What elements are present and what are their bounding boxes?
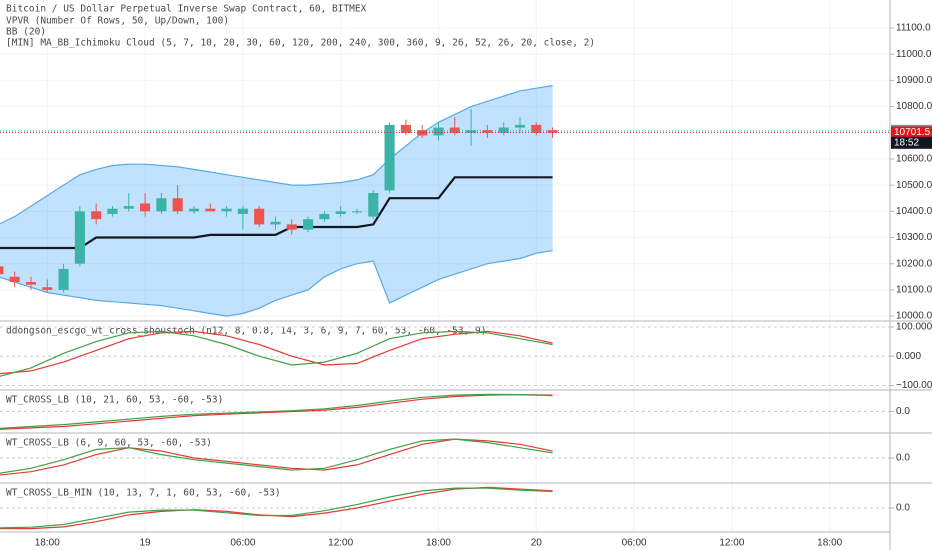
candle-body [237, 208, 248, 214]
indicator-line [0, 393, 553, 429]
candle-body [74, 211, 85, 264]
indicator-label: [MIN] MA_BB_Ichimoku Cloud (5, 7, 10, 20… [6, 38, 595, 49]
candle-body [91, 211, 102, 220]
pane-title: WT_CROSS_LB (6, 9, 60, 53, -60, -53) [6, 438, 212, 449]
y-tick-label: 0.0 [896, 503, 910, 514]
candle-body [254, 208, 265, 225]
x-tick-label: 06:00 [230, 538, 255, 549]
pane-title: WT_CROSS_LB_MIN (10, 13, 7, 1, 60, 53, -… [6, 488, 281, 499]
candle-body [123, 206, 134, 209]
candle-body [482, 130, 493, 133]
pane-title: WT_CROSS_LB (10, 21, 60, 53, -60, -53) [6, 395, 223, 406]
candle-body [270, 221, 281, 225]
y-tick-label: 10500.0 [896, 180, 932, 191]
candle-body [466, 130, 477, 133]
candle-body [514, 124, 526, 128]
candle-body [384, 124, 395, 191]
y-tick-label: 10300.0 [896, 232, 932, 243]
price-label: 10701.5 [894, 127, 931, 138]
y-tick-label: 100.000 [896, 322, 932, 333]
y-tick-label: 10400.0 [896, 206, 932, 217]
candle-body [188, 208, 200, 212]
y-tick-label: 11100.0 [896, 23, 931, 34]
indicator-line [0, 487, 553, 529]
countdown-box [891, 136, 932, 149]
candle-body [25, 282, 37, 285]
indicator-line [0, 330, 553, 377]
candle-body [205, 208, 216, 212]
countdown: 18:52 [894, 137, 919, 148]
y-tick-label: 0.000 [896, 351, 921, 362]
indicator-line [0, 393, 553, 430]
candle-body [286, 224, 297, 230]
candle-body [351, 211, 363, 213]
y-tick-label: 0.0 [896, 406, 910, 417]
indicator-line [0, 330, 553, 375]
indicator-line [0, 438, 553, 474]
x-tick-label: 20 [531, 538, 543, 549]
candle-body [221, 208, 232, 212]
candle-body [368, 192, 379, 217]
candle-body [0, 266, 4, 275]
y-tick-label: 10100.0 [896, 285, 932, 296]
candle-body [172, 198, 183, 212]
indicator-label: VPVR (Number Of Rows, 50, Up/Down, 100) [6, 16, 229, 27]
candle-body [107, 208, 118, 214]
candle-body [531, 124, 542, 133]
x-tick-label: 18:00 [35, 538, 60, 549]
candle-body [156, 198, 167, 212]
candle-body [449, 127, 460, 133]
candle-body [400, 124, 411, 133]
candle-body [58, 268, 69, 290]
x-tick-label: 19 [140, 538, 152, 549]
candle-body [417, 130, 428, 136]
candle-body [498, 127, 509, 133]
indicator-line [0, 250, 553, 317]
y-tick-label: 10600.0 [896, 154, 932, 165]
x-tick-label: 06:00 [622, 538, 647, 549]
candle-body [303, 219, 314, 230]
y-tick-label: 10200.0 [896, 258, 932, 269]
pane-title: ddongson_escgo_wt_cross_shoustoch (n12, … [6, 326, 486, 337]
symbol-title: Bitcoin / US Dollar Perpetual Inverse Sw… [6, 4, 367, 15]
candle-body [547, 130, 558, 133]
x-tick-label: 12:00 [719, 538, 744, 549]
band-fill [0, 85, 553, 317]
indicator-label: BB (20) [6, 27, 46, 38]
candle-body [335, 211, 346, 214]
x-tick-label: 12:00 [328, 538, 353, 549]
x-tick-label: 18:00 [426, 538, 451, 549]
y-tick-label: 10900.0 [896, 75, 932, 86]
legend: Bitcoin / US Dollar Perpetual Inverse Sw… [6, 4, 595, 49]
y-tick-label: 11000.0 [896, 49, 932, 60]
y-tick-label: 0.0 [896, 453, 910, 464]
price-label-box [891, 126, 932, 139]
x-tick-label: 18:00 [817, 538, 842, 549]
candle-body [42, 287, 53, 290]
candle-body [9, 276, 20, 283]
indicator-line [0, 176, 553, 250]
plot-area: ddongson_escgo_wt_cross_shoustoch (n12, … [0, 0, 932, 532]
candle-body [433, 127, 444, 136]
y-tick-label: 10800.0 [896, 101, 932, 112]
y-tick-label: −100.000 [896, 380, 932, 391]
indicator-line [0, 85, 553, 225]
candle-body [140, 203, 151, 212]
y-tick-label: 10000.0 [896, 311, 932, 322]
candle-body [319, 213, 330, 220]
